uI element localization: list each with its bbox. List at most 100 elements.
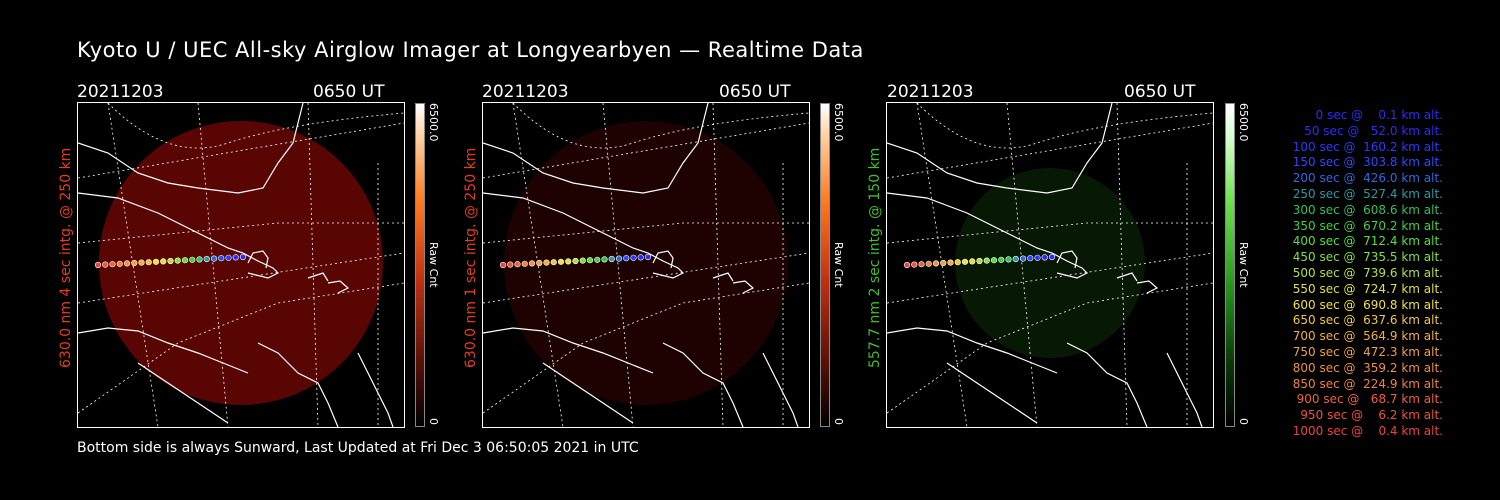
- legend-row: 350 sec @ 670.2 km alt.: [1288, 218, 1443, 233]
- trajectory-point: [550, 259, 557, 266]
- trajectory-point: [232, 254, 239, 261]
- trajectory-point: [116, 260, 123, 267]
- airglow-disk: [955, 168, 1145, 358]
- trajectory-point: [218, 255, 225, 262]
- trajectory-point: [239, 253, 247, 261]
- legend-row: 900 sec @ 68.7 km alt.: [1292, 392, 1443, 407]
- trajectory-point: [903, 261, 911, 269]
- trajectory-point: [572, 257, 579, 265]
- trajectory-point: [601, 256, 608, 263]
- panel-1-colorbar-unit: Raw Cnt: [427, 242, 440, 288]
- trajectory-point: [1048, 253, 1056, 261]
- trajectory-point: [586, 257, 594, 264]
- trajectory-point: [521, 260, 528, 267]
- coastline: [483, 327, 654, 374]
- trajectory-point: [123, 260, 131, 267]
- graticule-line: [483, 282, 809, 414]
- trajectory-point: [615, 255, 623, 262]
- panel-2-date: 20211203: [482, 82, 569, 102]
- trajectory-point: [932, 260, 940, 267]
- coastline: [78, 327, 249, 374]
- legend-row: 700 sec @ 564.9 km alt.: [1288, 329, 1443, 344]
- trajectory-point: [181, 257, 189, 264]
- panel-1-time: 0650 UT: [313, 82, 385, 102]
- trajectory-point: [983, 257, 990, 264]
- panel-2-ylabel: 630.0 nm 1 sec intg. @ 250 km: [463, 147, 479, 368]
- trajectory-point: [969, 258, 976, 265]
- graticule-line: [78, 222, 404, 244]
- coastline: [327, 280, 350, 294]
- coastline: [357, 352, 394, 427]
- coastline: [1056, 250, 1078, 269]
- panel-3-image: [886, 102, 1214, 428]
- coastline: [78, 103, 304, 194]
- graticule-line: [307, 103, 319, 427]
- legend-row: 50 sec @ 52.0 km alt.: [1296, 123, 1443, 138]
- panel-2-colorbar-min: 0: [832, 418, 845, 425]
- graticule-line: [1116, 103, 1128, 427]
- coastline: [247, 250, 269, 269]
- panel-2-colorbar: [820, 103, 830, 427]
- trajectory-point: [925, 260, 932, 267]
- legend-row: 750 sec @ 472.3 km alt.: [1288, 345, 1443, 359]
- panel-1-ylabel: 630.0 nm 4 sec intg. @ 250 km: [58, 147, 74, 368]
- graticule-line: [712, 103, 724, 427]
- trajectory-point: [536, 259, 543, 267]
- panel-3-colorbar: [1225, 103, 1235, 427]
- coastline: [712, 272, 734, 282]
- trajectory-point: [225, 254, 232, 261]
- coastline: [307, 272, 329, 282]
- panel-2-colorbar-unit: Raw Cnt: [832, 242, 845, 288]
- trajectory-point: [594, 256, 601, 263]
- panel-1-date: 20211203: [77, 82, 164, 102]
- graticule-line: [78, 282, 404, 414]
- trajectory-point: [911, 261, 918, 268]
- graticule-line: [887, 222, 1213, 244]
- legend-row: 550 sec @ 724.7 km alt.: [1288, 281, 1443, 296]
- coastline: [887, 327, 1058, 374]
- panel-1-colorbar-min: 0: [427, 418, 440, 425]
- legend-row: 400 sec @ 712.4 km alt.: [1288, 234, 1443, 249]
- trajectory-point: [189, 256, 196, 263]
- legend-row: 100 sec @ 160.2 km alt.: [1288, 139, 1443, 154]
- panel-1-image: [77, 102, 405, 428]
- graticule-line: [887, 122, 1213, 179]
- trajectory-point: [160, 258, 167, 265]
- trajectory-point: [514, 261, 521, 268]
- graticule-line: [78, 122, 404, 179]
- coastline: [887, 192, 1089, 279]
- coastline: [257, 342, 339, 427]
- trajectory-point: [998, 256, 1005, 263]
- coastline: [78, 192, 280, 279]
- coastline: [542, 362, 634, 424]
- airglow-disk: [99, 121, 383, 405]
- trajectory-point: [1041, 254, 1048, 261]
- coastline: [762, 352, 799, 427]
- legend-row: 450 sec @ 735.5 km alt.: [1288, 250, 1443, 265]
- panel-2-time: 0650 UT: [719, 82, 791, 102]
- coastline: [137, 362, 229, 424]
- trajectory-point: [608, 255, 615, 263]
- trajectory-point: [528, 260, 536, 267]
- trajectory-point: [499, 261, 507, 269]
- coastline: [1066, 342, 1148, 427]
- coastline: [483, 103, 709, 194]
- legend-row: 650 sec @ 637.6 km alt.: [1288, 313, 1443, 328]
- panel-1-colorbar: [415, 103, 425, 427]
- trajectory-point: [543, 259, 550, 266]
- coastline: [1136, 280, 1159, 294]
- trajectory-point: [940, 259, 947, 267]
- trajectory-point: [947, 259, 954, 266]
- legend-row: 500 sec @ 739.6 km alt.: [1288, 266, 1443, 280]
- coastline: [662, 342, 744, 427]
- trajectory-point: [644, 253, 652, 261]
- update-footer: Bottom side is always Sunward, Last Upda…: [77, 440, 639, 456]
- legend-row: 150 sec @ 303.8 km alt.: [1288, 155, 1443, 170]
- trajectory-point: [138, 259, 145, 266]
- legend-row: 300 sec @ 608.6 km alt.: [1288, 202, 1443, 217]
- coastline: [887, 103, 1113, 194]
- trajectory-point: [579, 257, 586, 264]
- graticule-line: [197, 103, 229, 427]
- trajectory-point: [1005, 256, 1012, 263]
- legend-row: 950 sec @ 6.2 km alt.: [1296, 408, 1443, 423]
